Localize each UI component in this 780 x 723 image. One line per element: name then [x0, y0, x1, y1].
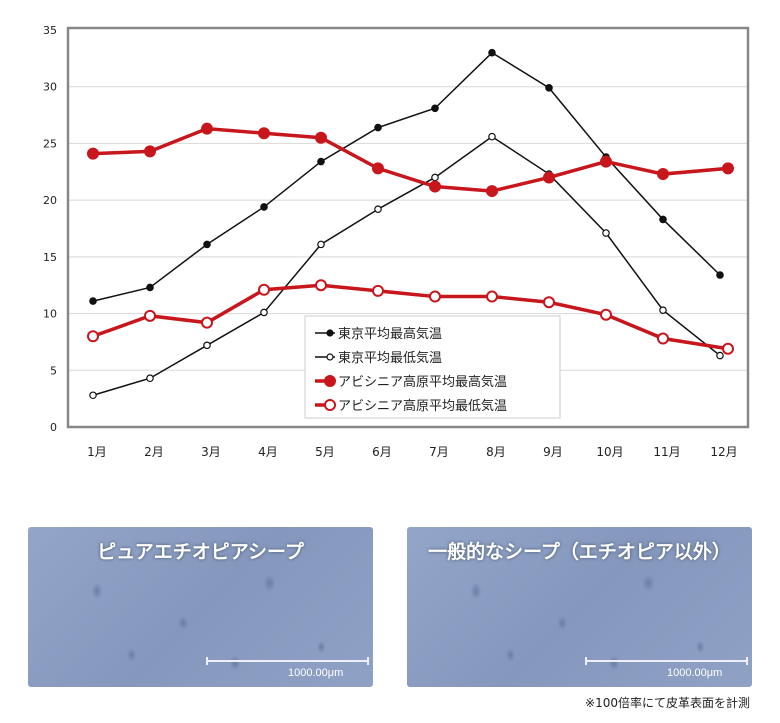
data-point	[87, 330, 99, 343]
data-point	[659, 215, 667, 224]
x-tick-label: 3月	[201, 445, 221, 459]
y-tick-label: 0	[50, 421, 57, 434]
y-tick-label: 25	[43, 137, 57, 150]
legend-label: 東京平均最低気温	[338, 350, 442, 366]
data-point	[429, 290, 441, 303]
data-point	[486, 290, 498, 303]
legend-label: アビシニア高原平均最低気温	[338, 398, 507, 414]
data-point	[543, 171, 555, 184]
photo-general-sheep: 一般的なシープ（エチオピア以外） 1000.00μm	[407, 527, 752, 687]
data-point	[716, 351, 724, 360]
data-point	[374, 205, 382, 214]
photo-pure-ethiopia-sheep: ピュアエチオピアシープ 1000.00μm	[28, 527, 373, 687]
data-point	[260, 308, 268, 317]
series-line	[92, 51, 721, 302]
data-point	[89, 297, 97, 305]
photo-title: ピュアエチオピアシープ	[97, 541, 304, 563]
x-tick-label: 1月	[87, 445, 107, 459]
scale-bar	[206, 657, 369, 665]
plot-frame	[66, 26, 750, 429]
data-point	[374, 123, 382, 132]
data-point	[372, 284, 384, 297]
data-point	[201, 316, 213, 329]
data-point	[545, 84, 553, 92]
legend-marker	[326, 353, 334, 361]
x-tick-label: 8月	[486, 445, 506, 459]
photo-title: 一般的なシープ（エチオピア以外）	[428, 541, 731, 563]
measurement-note: ※100倍率にて皮革表面を計測	[585, 696, 750, 710]
x-tick-label: 5月	[315, 445, 335, 459]
series-line	[92, 135, 721, 396]
data-point	[144, 145, 156, 158]
x-tick-label: 4月	[258, 445, 278, 459]
data-point	[600, 308, 612, 321]
data-point	[659, 306, 667, 314]
data-point	[258, 283, 270, 296]
data-point	[722, 162, 734, 175]
data-point	[486, 185, 498, 198]
y-tick-label: 30	[43, 81, 57, 94]
legend-label: 東京平均最高気温	[338, 326, 442, 342]
data-point	[657, 168, 669, 181]
data-point	[602, 229, 610, 237]
y-tick-label: 15	[43, 251, 57, 264]
data-point	[722, 342, 734, 355]
data-point	[372, 162, 384, 175]
x-tick-label: 9月	[543, 445, 563, 459]
data-point	[317, 240, 325, 249]
data-point	[716, 271, 724, 279]
data-point	[543, 296, 555, 309]
data-point	[258, 127, 270, 140]
x-tick-label: 11月	[653, 445, 680, 459]
data-point	[317, 157, 325, 166]
data-point	[431, 104, 439, 113]
data-point	[260, 203, 268, 211]
data-point	[201, 122, 213, 135]
data-point	[315, 279, 327, 292]
x-tick-label: 12月	[710, 445, 737, 459]
scale-bar	[585, 657, 748, 665]
legend-box	[304, 315, 561, 419]
x-tick-label: 7月	[429, 445, 449, 459]
data-point	[657, 332, 669, 345]
data-point	[87, 147, 99, 160]
y-tick-label: 5	[50, 364, 57, 377]
data-point	[315, 131, 327, 144]
data-point	[600, 155, 612, 168]
y-tick-label: 35	[43, 24, 57, 37]
legend-marker	[326, 329, 334, 337]
x-tick-label: 6月	[372, 445, 392, 459]
x-tick-label: 10月	[596, 445, 623, 459]
legend-marker	[324, 399, 336, 411]
data-point	[89, 391, 97, 400]
data-point	[203, 240, 211, 249]
y-tick-label: 10	[43, 308, 57, 321]
data-point	[429, 180, 441, 193]
data-point	[488, 132, 496, 141]
legend-marker	[324, 375, 336, 387]
scale-label: 1000.00μm	[667, 667, 723, 679]
y-tick-label: 20	[43, 194, 57, 207]
line-chart: 0 5 10 15 20 25 30 35 1月 2月 3月 4月 5月 6月 7月 8月 9月 10月 11月 12…	[43, 24, 750, 459]
data-point	[146, 374, 154, 383]
x-tick-label: 2月	[144, 445, 164, 459]
series-line	[92, 283, 729, 351]
legend-label: アビシニア高原平均最高気温	[338, 374, 507, 390]
data-point	[203, 341, 211, 350]
series-line	[92, 126, 729, 193]
data-point	[488, 48, 496, 57]
data-point	[146, 283, 154, 292]
data-point	[431, 173, 439, 182]
data-point	[144, 309, 156, 322]
scale-label: 1000.00μm	[288, 667, 344, 679]
